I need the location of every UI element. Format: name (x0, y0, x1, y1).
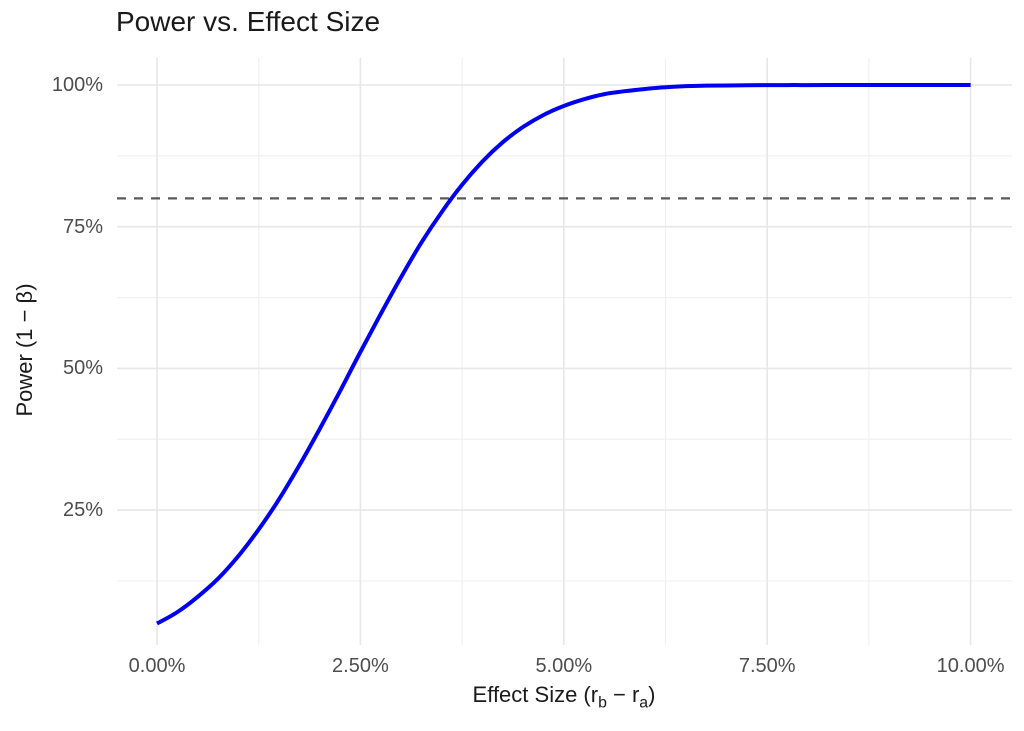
x-axis-title-segment: Effect Size (r (472, 682, 599, 707)
x-axis-title: Effect Size (rb − ra) (472, 682, 656, 712)
y-tick-label: 25% (62, 499, 103, 522)
y-tick-label: 50% (62, 357, 103, 380)
x-tick-label: 5.00% (535, 655, 593, 677)
y-tick-label: 75% (62, 215, 103, 238)
x-tick-label: 2.50% (332, 655, 389, 677)
y-tick-label: 100% (51, 74, 103, 96)
x-tick-label: 7.50% (738, 655, 796, 677)
x-axis-title-subscript-b: b (598, 694, 607, 712)
curve-layer (156, 83, 971, 626)
x-axis-title-segment: ) (648, 682, 656, 707)
chart-title: Power vs. Effect Size (116, 6, 381, 37)
power-curve (156, 83, 971, 626)
x-tick-label: 0.00% (128, 655, 186, 677)
x-axis-title-subscript-a: a (639, 694, 649, 712)
x-tick-label: 10.00% (936, 655, 1005, 677)
x-axis-title-segment: − r (606, 682, 640, 707)
major-gridlines (117, 58, 1012, 645)
